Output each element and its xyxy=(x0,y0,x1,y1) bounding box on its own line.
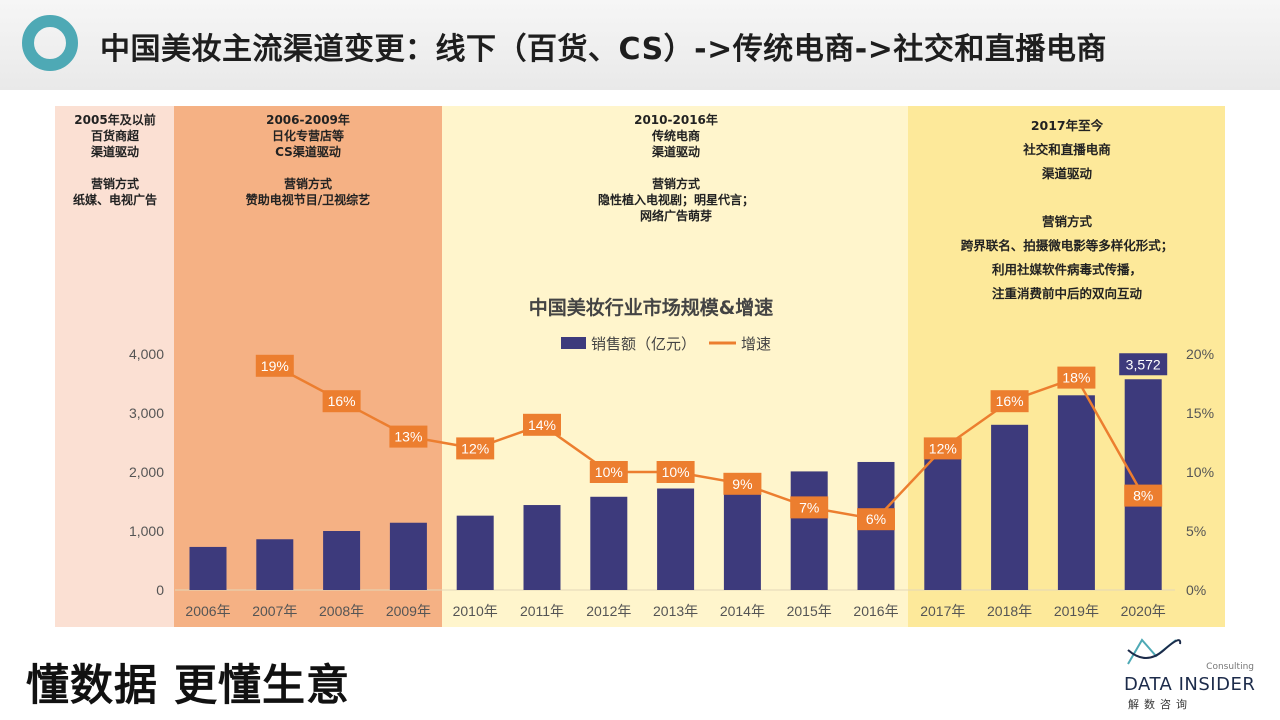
growth-point-2019年 xyxy=(1057,366,1096,389)
y-left-tick-label: 1,000 xyxy=(129,523,164,539)
growth-point-2008年 xyxy=(322,390,361,413)
growth-point-2015年 xyxy=(790,496,829,519)
y-right-tick-label: 0% xyxy=(1186,582,1206,598)
y-right-tick-label: 10% xyxy=(1186,464,1214,480)
bar-2014年 xyxy=(723,478,761,590)
x-tick-label: 2020年 xyxy=(1121,603,1166,619)
bar-2006年 xyxy=(189,546,227,590)
y-left-tick-label: 2,000 xyxy=(129,464,164,480)
era-text-2: 2006-2009年 日化专营店等 CS渠道驱动 营销方式 赞助电视节目/卫视综… xyxy=(245,113,371,207)
chart-title: 中国美妆行业市场规模&增速 xyxy=(529,296,774,319)
brand-name: DATA INSIDER xyxy=(1124,674,1256,695)
bar-2008年 xyxy=(323,531,361,590)
bar-2011年 xyxy=(523,505,561,590)
growth-value-label: 7% xyxy=(799,499,819,515)
bar-2007年 xyxy=(256,539,294,590)
x-tick-label: 2007年 xyxy=(252,603,297,619)
growth-value-label: 18% xyxy=(1062,370,1090,386)
bar-2015年 xyxy=(790,471,828,590)
growth-point-2012年 xyxy=(589,461,628,483)
growth-point-2014年 xyxy=(723,472,762,495)
growth-value-label: 6% xyxy=(866,511,886,527)
growth-point-2010年 xyxy=(456,437,495,460)
growth-value-label: 12% xyxy=(929,440,957,456)
era-text-4: 2017年至今 社交和直播电商 渠道驱动 营销方式 跨界联名、拍摄微电影等多样化… xyxy=(960,118,1174,301)
growth-point-2016年 xyxy=(857,508,895,531)
x-tick-label: 2015年 xyxy=(787,603,832,619)
y-right-tick-label: 20% xyxy=(1186,346,1214,362)
brand-logo: Consulting DATA INSIDER 解数咨询 xyxy=(1118,636,1268,716)
growth-value-label: 9% xyxy=(732,476,752,492)
era-text-3: 2010-2016年 传统电商 渠道驱动 营销方式 隐性植入电视剧；明星代言； … xyxy=(597,113,754,223)
bar-2009年 xyxy=(389,522,427,590)
legend-swatch-sales xyxy=(561,337,586,349)
bar-2013年 xyxy=(657,488,695,590)
bar-value-label: 3,572 xyxy=(1126,356,1161,372)
growth-point-2009年 xyxy=(389,425,428,448)
brand-consulting: Consulting xyxy=(1206,662,1254,672)
growth-value-label: 13% xyxy=(394,429,422,445)
era-text-1: 2005年及以前 百货商超 渠道驱动 营销方式 纸媒、电视广告 xyxy=(72,113,157,207)
growth-value-label: 14% xyxy=(528,417,556,433)
growth-value-label: 10% xyxy=(662,464,690,480)
y-right-tick-label: 15% xyxy=(1186,405,1214,421)
growth-value-label: 16% xyxy=(996,393,1024,409)
legend-label-growth: 增速 xyxy=(741,335,771,353)
growth-value-label: 16% xyxy=(328,393,356,409)
page-title: 中国美妆主流渠道变更：线下（百货、CS）->传统电商->社交和直播电商 xyxy=(100,32,1107,67)
growth-point-2017年 xyxy=(923,437,962,460)
growth-value-label: 12% xyxy=(461,440,489,456)
growth-point-2007年 xyxy=(255,354,294,377)
growth-point-2011年 xyxy=(523,413,561,436)
bar-value-label-box xyxy=(1119,353,1168,376)
bar-2012年 xyxy=(590,496,628,590)
x-tick-label: 2011年 xyxy=(520,603,564,619)
y-right-tick-label: 5% xyxy=(1186,523,1206,539)
growth-point-2018年 xyxy=(990,390,1029,413)
y-left-tick-label: 4,000 xyxy=(129,346,164,362)
bar-2018年 xyxy=(991,424,1029,590)
x-tick-label: 2008年 xyxy=(319,603,364,619)
x-tick-label: 2012年 xyxy=(586,603,631,619)
growth-value-label: 19% xyxy=(261,358,289,374)
x-tick-label: 2014年 xyxy=(720,603,765,619)
x-tick-label: 2016年 xyxy=(853,603,898,619)
legend-label-sales: 销售额（亿元） xyxy=(591,335,696,353)
x-tick-label: 2006年 xyxy=(185,603,230,619)
brand-mark-icon xyxy=(1127,638,1182,665)
x-tick-label: 2019年 xyxy=(1054,603,1099,619)
growth-point-2020年 xyxy=(1124,484,1163,507)
y-left-tick-label: 3,000 xyxy=(129,405,164,421)
x-tick-label: 2017年 xyxy=(920,603,965,619)
header-bar: 中国美妆主流渠道变更：线下（百货、CS）->传统电商->社交和直播电商 xyxy=(0,0,1280,90)
brand-cn-name: 解数咨询 xyxy=(1128,698,1192,711)
x-tick-label: 2009年 xyxy=(386,603,431,619)
y-left-tick-label: 0 xyxy=(156,582,164,598)
x-tick-label: 2010年 xyxy=(453,603,498,619)
bar-2010年 xyxy=(456,515,494,590)
slogan: 懂数据 更懂生意 xyxy=(26,661,350,711)
growth-value-label: 8% xyxy=(1133,488,1153,504)
growth-value-label: 10% xyxy=(595,464,623,480)
growth-point-2013年 xyxy=(656,461,695,483)
era-band-1 xyxy=(55,106,174,627)
bar-2019年 xyxy=(1057,395,1095,590)
x-tick-label: 2013年 xyxy=(653,603,698,619)
bar-2017年 xyxy=(924,441,962,590)
x-tick-label: 2018年 xyxy=(987,603,1032,619)
